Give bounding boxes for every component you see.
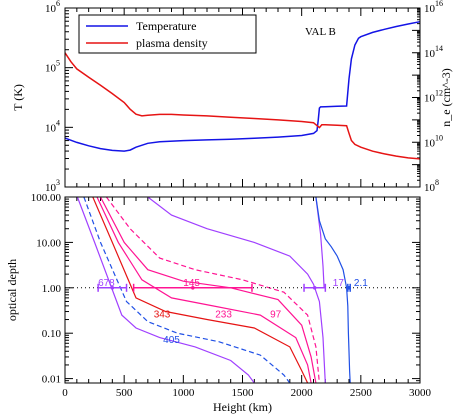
y-tick-label-right: 1010 <box>424 133 443 149</box>
series-line-temperature <box>64 20 421 152</box>
series-line-plasma-density <box>64 52 421 160</box>
annotations: 678 145 343 233 97 405 17 2.1 <box>98 278 368 346</box>
error-bar-center <box>110 286 115 290</box>
y-tick-label: 0.10 <box>42 328 62 340</box>
y-tick-label-right: 1014 <box>424 44 443 60</box>
optical-depth-curve <box>147 197 326 383</box>
annotation-label: 17 <box>333 278 345 289</box>
error-bars <box>97 283 351 292</box>
bottom-ticks <box>64 196 421 384</box>
top-ticks <box>64 7 421 188</box>
annotation-label: 145 <box>183 278 200 289</box>
legend-box <box>78 14 257 54</box>
optical-depth-curve <box>96 197 312 383</box>
optical-depth-curves <box>76 197 351 383</box>
y-tick-label-right: 1012 <box>424 89 443 105</box>
x-tick-label: 2500 <box>350 387 373 399</box>
legend-label: Temperature <box>136 19 196 33</box>
error-bar-center <box>312 286 317 290</box>
top-series <box>64 20 421 160</box>
annotation-label: 343 <box>154 310 171 321</box>
bottom-ylabel: optical depth <box>5 259 19 321</box>
x-tick-label: 2000 <box>291 387 314 399</box>
error-bar-center <box>347 286 351 290</box>
y-tick-label: 1.00 <box>42 283 62 295</box>
error-bar-center <box>191 286 195 290</box>
y-tick-label-left: 103 <box>45 178 60 194</box>
top-ylabel-right: n_e (cm^-3) <box>439 68 453 127</box>
model-annotation: VAL B <box>305 26 336 38</box>
optical-depth-curve <box>92 197 309 383</box>
bottom-frame <box>64 196 421 384</box>
annotation-label: 233 <box>215 310 232 321</box>
legend: Temperature plasma density <box>78 14 257 54</box>
x-tick-label: 1000 <box>172 387 195 399</box>
y-tick-label: 100.00 <box>31 192 62 204</box>
x-tick-label: 1500 <box>232 387 255 399</box>
x-tick-label: 500 <box>116 387 133 399</box>
top-ylabel: T (K) <box>11 84 25 111</box>
optical-depth-curve <box>76 197 255 383</box>
x-tick-label: 0 <box>62 387 68 399</box>
bottom-panel: 0.01 0.10 1.00 10.00 100.00 0 500 1000 1500 2000 2… <box>5 192 432 414</box>
optical-depth-curve <box>315 197 325 288</box>
x-tick-label: 3000 <box>409 387 432 399</box>
top-frame <box>64 7 421 188</box>
y-tick-label-left: 104 <box>45 118 60 134</box>
annotation-label: 2.1 <box>354 278 368 289</box>
y-tick-label-right: 108 <box>424 178 439 194</box>
legend-label: plasma density <box>136 36 208 50</box>
x-axis-label: Height (km) <box>213 400 272 414</box>
optical-depth-curve <box>315 197 351 383</box>
annotation-label: 405 <box>163 335 180 346</box>
y-tick-label: 0.01 <box>42 374 61 386</box>
top-panel: 103 104 105 106 108 1010 1012 1014 1016 T (K) n_e … <box>11 0 453 194</box>
optical-depth-curve <box>105 197 320 383</box>
annotation-label: 97 <box>270 310 282 321</box>
y-tick-label-left: 106 <box>45 0 60 15</box>
annotation-label: 678 <box>98 278 115 289</box>
y-tick-label-right: 1016 <box>424 0 443 15</box>
y-tick-label-left: 105 <box>45 59 60 75</box>
y-tick-label: 10.00 <box>36 237 61 249</box>
optical-depth-curve <box>83 197 291 383</box>
